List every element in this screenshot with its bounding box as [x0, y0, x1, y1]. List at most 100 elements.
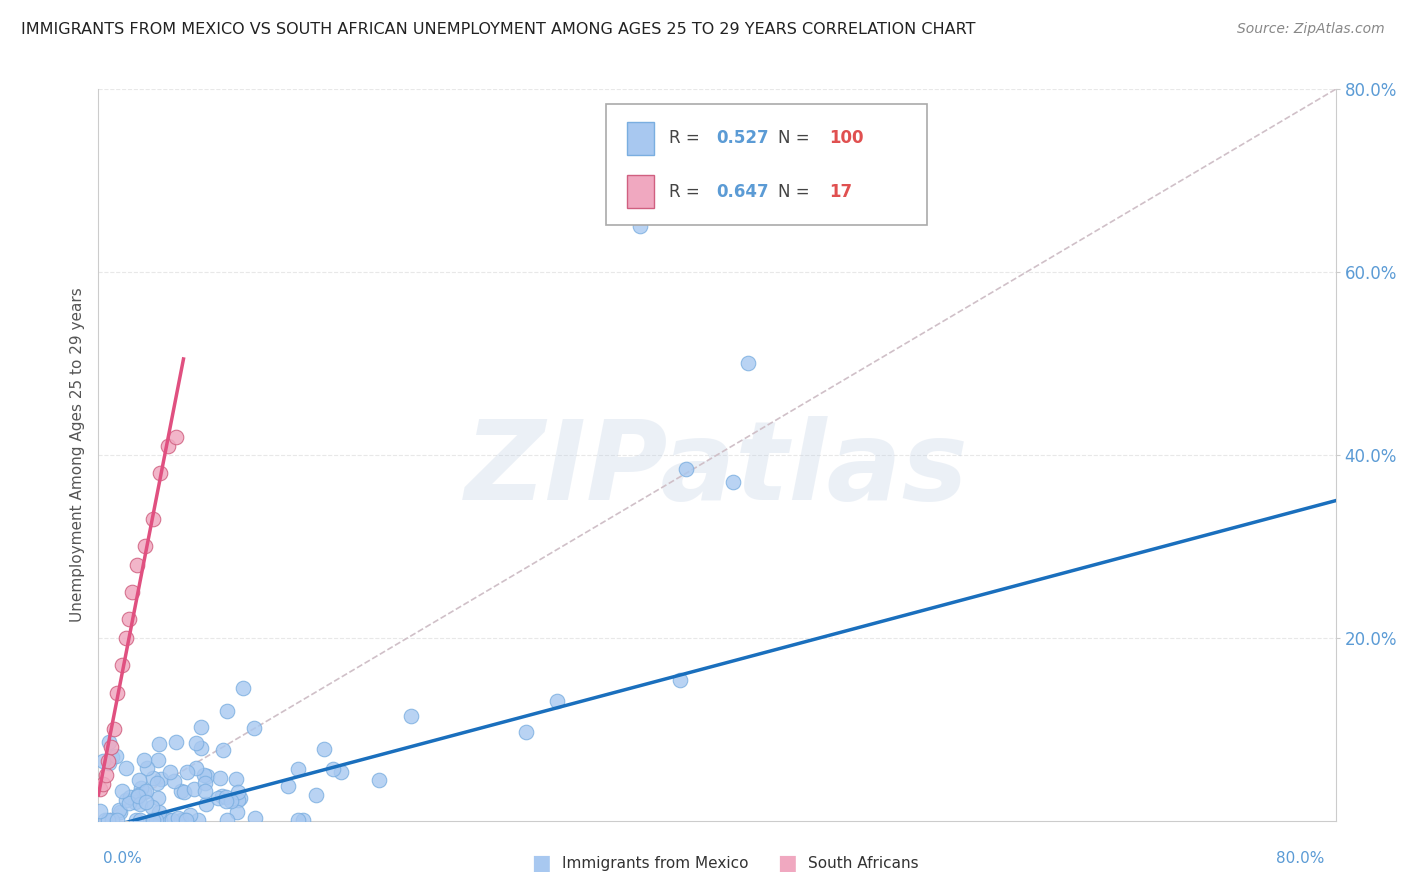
- Point: [212, 743, 235, 757]
- Point: [169, 784, 191, 798]
- Point: [141, 800, 163, 814]
- Point: [225, 772, 247, 786]
- Point: [121, 585, 143, 599]
- Point: [96, 768, 118, 782]
- Point: [149, 466, 172, 480]
- Point: [115, 631, 138, 645]
- Point: [195, 769, 218, 783]
- Point: [193, 768, 215, 782]
- Point: [91, 754, 114, 768]
- Point: [134, 539, 156, 553]
- Point: [322, 762, 344, 776]
- Point: [226, 793, 249, 807]
- Point: [229, 791, 252, 805]
- Text: ■: ■: [778, 854, 797, 873]
- Point: [226, 785, 249, 799]
- Point: [184, 761, 207, 775]
- Point: [141, 512, 165, 526]
- Text: Source: ZipAtlas.com: Source: ZipAtlas.com: [1237, 22, 1385, 37]
- Point: [159, 765, 181, 780]
- Point: [97, 735, 120, 749]
- Point: [135, 795, 157, 809]
- Text: R =: R =: [669, 129, 700, 147]
- Point: [312, 741, 335, 756]
- Point: [103, 723, 125, 737]
- Point: [98, 756, 121, 771]
- Point: [141, 813, 163, 827]
- Point: [115, 761, 138, 775]
- Point: [129, 781, 152, 796]
- Point: [721, 475, 744, 490]
- Text: 0.527: 0.527: [716, 129, 769, 147]
- Point: [277, 780, 299, 794]
- Point: [118, 613, 141, 627]
- Point: [132, 752, 155, 766]
- Point: [217, 704, 239, 718]
- Point: [146, 753, 169, 767]
- Point: [669, 673, 692, 688]
- Point: [91, 777, 114, 791]
- FancyBboxPatch shape: [627, 175, 654, 208]
- Point: [207, 791, 229, 805]
- Point: [148, 805, 170, 820]
- Point: [292, 813, 315, 827]
- Point: [211, 789, 233, 803]
- Point: [111, 783, 134, 797]
- Point: [243, 811, 266, 825]
- Point: [128, 813, 150, 827]
- Point: [160, 813, 183, 827]
- Point: [149, 813, 172, 827]
- Point: [135, 783, 157, 797]
- Point: [194, 776, 217, 790]
- Point: [215, 790, 238, 805]
- Point: [157, 813, 180, 827]
- Text: 17: 17: [830, 183, 853, 201]
- Point: [125, 813, 148, 827]
- Point: [208, 772, 231, 786]
- Point: [329, 764, 352, 779]
- Point: [89, 781, 111, 796]
- Text: ZIPatlas: ZIPatlas: [465, 416, 969, 523]
- Point: [118, 790, 141, 805]
- Point: [243, 721, 266, 735]
- Point: [190, 740, 212, 755]
- Text: IMMIGRANTS FROM MEXICO VS SOUTH AFRICAN UNEMPLOYMENT AMONG AGES 25 TO 29 YEARS C: IMMIGRANTS FROM MEXICO VS SOUTH AFRICAN …: [21, 22, 976, 37]
- Text: ■: ■: [531, 854, 551, 873]
- Text: 0.647: 0.647: [716, 183, 769, 201]
- Point: [111, 658, 132, 673]
- Point: [232, 681, 254, 696]
- Point: [89, 804, 111, 818]
- Point: [165, 430, 187, 444]
- Point: [166, 811, 188, 825]
- Point: [628, 219, 651, 234]
- Point: [287, 813, 309, 827]
- Point: [146, 775, 169, 789]
- Point: [129, 797, 152, 811]
- Point: [142, 813, 165, 827]
- Point: [149, 772, 172, 786]
- Point: [142, 771, 165, 785]
- Point: [287, 762, 309, 776]
- Text: Immigrants from Mexico: Immigrants from Mexico: [562, 856, 749, 871]
- Point: [100, 813, 122, 827]
- Point: [515, 725, 537, 739]
- Y-axis label: Unemployment Among Ages 25 to 29 years: Unemployment Among Ages 25 to 29 years: [69, 287, 84, 623]
- Text: N =: N =: [778, 129, 810, 147]
- Point: [105, 686, 128, 700]
- Point: [183, 782, 205, 797]
- Point: [97, 813, 120, 827]
- Point: [105, 749, 128, 764]
- Point: [105, 813, 128, 827]
- Point: [219, 794, 242, 808]
- Point: [174, 813, 197, 827]
- Point: [217, 813, 239, 827]
- Point: [195, 797, 218, 811]
- Point: [97, 754, 120, 768]
- Point: [115, 792, 138, 806]
- Point: [675, 461, 697, 475]
- Point: [127, 558, 149, 572]
- Point: [127, 789, 149, 803]
- Point: [101, 750, 124, 764]
- Point: [169, 813, 191, 827]
- Point: [226, 805, 249, 819]
